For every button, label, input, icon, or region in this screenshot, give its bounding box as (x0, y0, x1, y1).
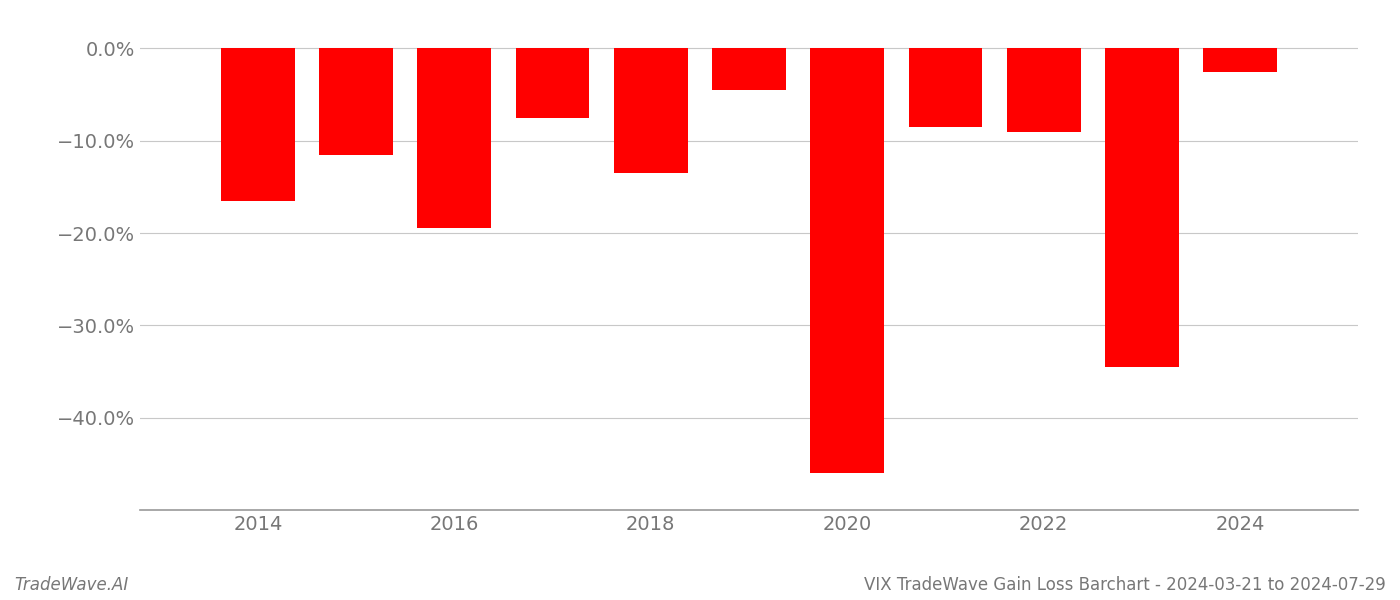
Text: VIX TradeWave Gain Loss Barchart - 2024-03-21 to 2024-07-29: VIX TradeWave Gain Loss Barchart - 2024-… (864, 576, 1386, 594)
Bar (1203, 49, 1277, 71)
Bar (417, 49, 491, 229)
Bar (319, 49, 393, 155)
Bar (615, 49, 687, 173)
Bar (515, 49, 589, 118)
Bar (1007, 49, 1081, 131)
Bar (221, 49, 295, 201)
Text: TradeWave.AI: TradeWave.AI (14, 576, 129, 594)
Bar (713, 49, 785, 90)
Bar (811, 49, 883, 473)
Bar (1105, 49, 1179, 367)
Bar (909, 49, 983, 127)
